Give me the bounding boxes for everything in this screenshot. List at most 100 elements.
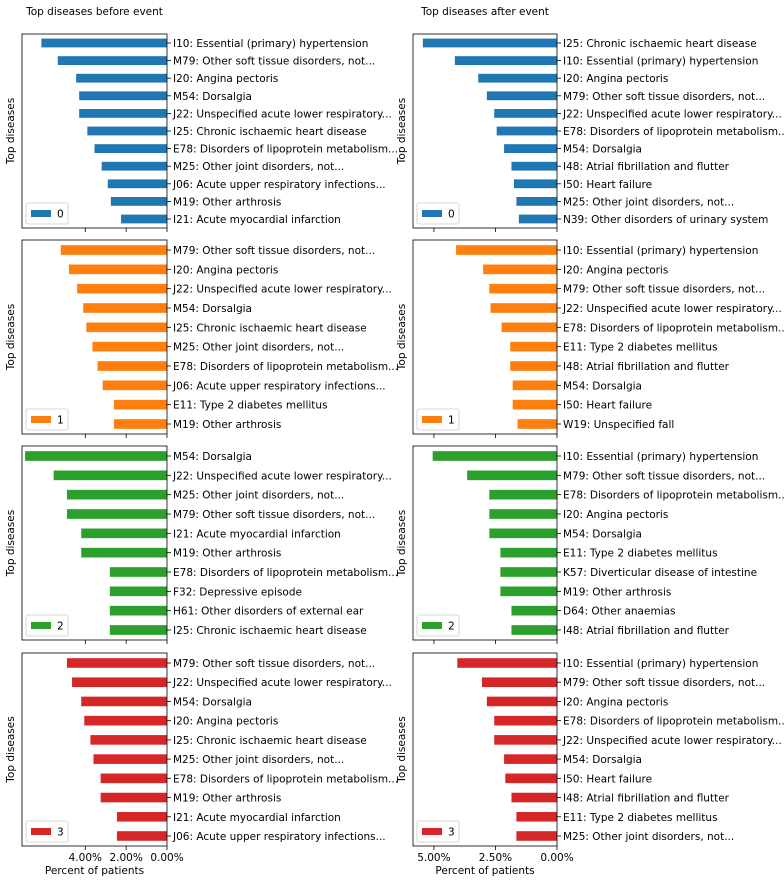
bar [516,197,557,206]
x-tick-label: 2.50% [479,852,512,864]
legend-label: 1 [448,415,455,427]
legend: 1 [25,408,69,431]
bar [93,754,167,764]
bar [516,811,557,822]
category-label: I10: Essential (primary) hypertension [563,56,758,68]
y-axis-label: Top diseases [5,510,17,577]
y-axis-label: Top diseases [396,510,408,577]
category-label: I25: Chronic ischaemic heart disease [173,322,367,334]
category-label: J22: Unspecified acute lower respiratory… [172,677,392,689]
category-label: I21: Acute myocardial infarction [173,812,341,824]
category-label: M54: Dorsalgia [173,91,252,103]
category-label: I50: Heart failure [563,773,652,785]
bar [517,419,557,429]
bar [456,245,557,255]
legend: 0 [416,202,460,225]
bar [110,197,167,206]
category-label: D64: Other anaemias [563,606,676,618]
legend-swatch [31,622,51,629]
category-label: W19: Unspecified fall [563,419,674,431]
legend-label: 2 [448,621,455,633]
bar [518,214,557,224]
legend: 3 [25,820,69,843]
bar [107,179,167,189]
category-label: M79: Other soft tissue disorders, not... [563,677,765,689]
bar [516,831,557,841]
bar [481,677,557,688]
category-label: J06: Acute upper respiratory infections.… [172,380,386,392]
category-label: M54: Dorsalgia [173,451,252,463]
bar [494,735,557,745]
legend-label: 2 [57,621,64,633]
bar [100,773,167,784]
bar [90,735,167,745]
bar [467,470,557,481]
category-label: N39: Other disorders of urinary system [563,214,768,226]
category-label: J22: Unspecified acute lower respiratory… [562,303,782,315]
category-label: E11: Type 2 diabetes mellitus [173,400,328,412]
bar [79,91,167,101]
legend-swatch [422,828,442,835]
legend: 1 [416,408,460,431]
category-label: I20: Angina pectoris [563,264,668,276]
category-label: M54: Dorsalgia [563,754,642,766]
category-label: M54: Dorsalgia [563,144,642,156]
bar [79,109,167,118]
subplot-0: I10: Essential (primary) hypertension M79… [5,6,398,232]
category-label: E11: Type 2 diabetes mellitus [563,342,718,354]
category-label: E78: Disorders of lipoprotein metabolism… [173,361,398,373]
category-label: M54: Dorsalgia [563,528,642,540]
legend-swatch [31,210,51,217]
category-label: I25: Chronic ischaemic heart disease [173,625,367,637]
category-label: F32: Depressive episode [173,586,302,598]
category-label: I48: Atrial fibrillation and flutter [563,625,730,637]
bar [494,715,557,726]
chart-title: Top diseases before event [25,6,163,18]
category-label: I50: Heart failure [563,400,652,412]
category-label: I25: Chronic ischaemic heart disease [173,735,367,747]
category-label: M54: Dorsalgia [173,696,252,708]
bar [94,144,167,153]
y-axis-label: Top diseases [5,304,17,371]
bar [66,489,167,500]
bar [511,605,557,616]
bar [490,303,557,313]
bar [486,696,557,707]
y-axis-label: Top diseases [396,304,408,371]
category-label: M54: Dorsalgia [563,380,642,392]
category-label: E78: Disorders of lipoprotein metabolism… [173,773,398,785]
category-label: I25: Chronic ischaemic heart disease [563,38,757,50]
y-axis-label: Top diseases [5,716,17,783]
category-label: I25: Chronic ischaemic heart disease [173,126,367,138]
bar [116,811,167,822]
bar [483,264,557,275]
legend-label: 0 [448,209,455,221]
category-label: M79: Other soft tissue disorders, not... [173,509,375,521]
bar [68,264,167,275]
category-label: M19: Other arthrosis [173,419,281,431]
category-label: M79: Other soft tissue disorders, not... [563,470,765,482]
bar [72,677,167,688]
axes-frame [412,239,558,435]
category-label: E78: Disorders of lipoprotein metabolism… [563,126,784,138]
category-label: M19: Other arthrosis [173,196,281,208]
category-label: M25: Other joint disorders, not... [563,196,734,208]
category-label: J22: Unspecified acute lower respiratory… [562,735,782,747]
category-label: I10: Essential (primary) hypertension [563,658,758,670]
category-label: J22: Unspecified acute lower respiratory… [172,284,392,296]
bar [512,399,557,410]
bar [57,56,167,65]
bar [432,451,557,461]
bar [109,605,167,616]
bar [66,658,167,668]
bar [60,245,167,255]
bar [92,341,167,352]
legend-swatch [422,210,442,217]
category-label: I20: Angina pectoris [173,716,278,728]
category-label: J22: Unspecified acute lower respiratory… [172,470,392,482]
x-tick-label: 5.00% [417,852,450,864]
bar [489,528,557,539]
bar [505,773,557,784]
legend-label: 0 [57,209,64,221]
subplot-7: I10: Essential (primary) hypertension M79… [396,652,784,877]
